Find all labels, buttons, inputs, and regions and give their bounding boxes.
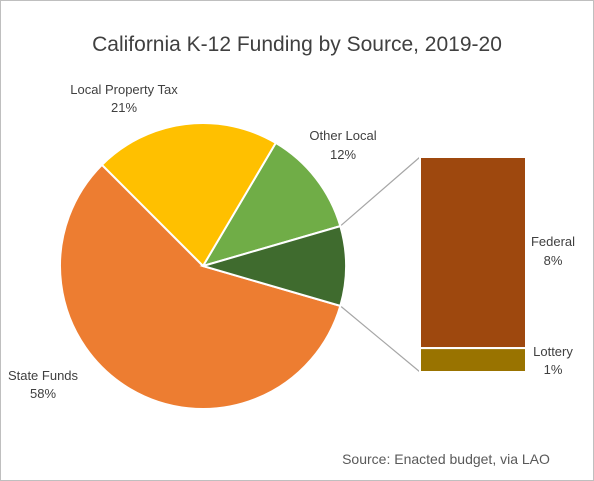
bar-value-lottery: 1%: [544, 362, 563, 377]
pie-slice-local-property-tax: [100, 122, 278, 268]
connector-line-bottom: [339, 305, 421, 373]
slice-label-state-funds: State Funds: [8, 368, 79, 383]
bar-value-federal: 8%: [544, 253, 563, 268]
source-note: Source: Enacted budget, via LAO: [342, 451, 550, 467]
slice-label-other-local: Other Local: [309, 128, 376, 143]
pie-slice-other: [199, 224, 347, 308]
slice-value-local-property-tax: 21%: [111, 100, 137, 115]
bar-label-lottery: Lottery: [533, 344, 573, 359]
bar-segment-federal: [419, 156, 527, 350]
slice-value-other-local: 12%: [330, 147, 356, 162]
pie-slice-state-funds: [59, 163, 342, 410]
connector-line-top: [339, 156, 421, 227]
pie-slices: [59, 122, 347, 410]
bar-label-federal: Federal: [531, 234, 575, 249]
breakdown-bar: [419, 156, 527, 374]
slice-label-local-property-tax: Local Property Tax: [70, 82, 178, 97]
bar-segment-lottery: [419, 347, 527, 374]
chart-title: California K-12 Funding by Source, 2019-…: [92, 33, 502, 56]
slice-value-state-funds: 58%: [30, 386, 56, 401]
connector-lines: [339, 156, 421, 373]
